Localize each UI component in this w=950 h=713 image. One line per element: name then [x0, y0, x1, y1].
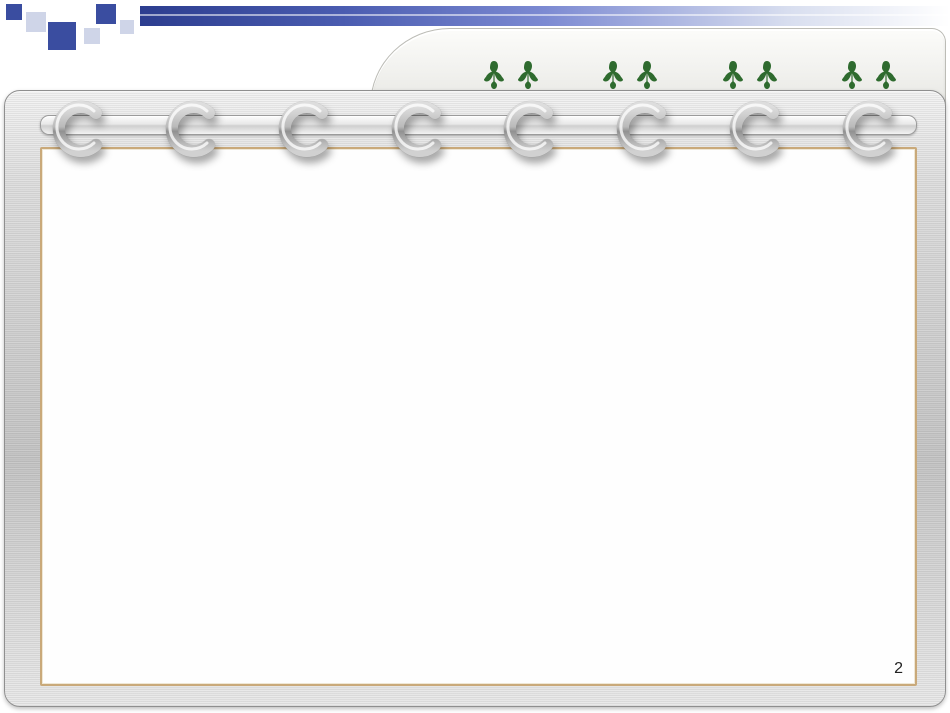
- binder-ring-icon: [501, 99, 561, 159]
- header-gradient-bar: [140, 6, 950, 26]
- vine-leaf-icon: [719, 59, 747, 93]
- vine-leaf-icon: [514, 59, 542, 93]
- vine-leaf-icon: [872, 59, 900, 93]
- vine-leaf-icon: [599, 59, 627, 93]
- vine-leaf-icon: [480, 59, 508, 93]
- binder-ring-icon: [163, 99, 223, 159]
- vine-leaf-icon: [838, 59, 866, 93]
- notebook-frame: 2: [4, 90, 946, 707]
- square-icon: [6, 4, 22, 20]
- page-number: 2: [894, 660, 903, 678]
- leaf-pair: [480, 59, 542, 93]
- header-highlight-line: [140, 14, 950, 16]
- binder-ring-icon: [614, 99, 674, 159]
- binder-ring-icon: [840, 99, 900, 159]
- leaf-pair: [838, 59, 900, 93]
- square-icon: [96, 4, 116, 24]
- binder-ring-icon: [50, 99, 110, 159]
- square-icon: [120, 20, 134, 34]
- binder-ring-icon: [727, 99, 787, 159]
- square-icon: [26, 12, 46, 32]
- binder-ring-icon: [276, 99, 336, 159]
- vine-leaf-icon: [633, 59, 661, 93]
- leaf-pair: [719, 59, 781, 93]
- notebook-paper: [40, 147, 917, 686]
- spiral-rings: [50, 99, 900, 163]
- square-icon: [84, 28, 100, 44]
- binder-ring-icon: [389, 99, 449, 159]
- vine-leaf-icon: [753, 59, 781, 93]
- square-icon: [48, 22, 76, 50]
- leaf-pair: [599, 59, 661, 93]
